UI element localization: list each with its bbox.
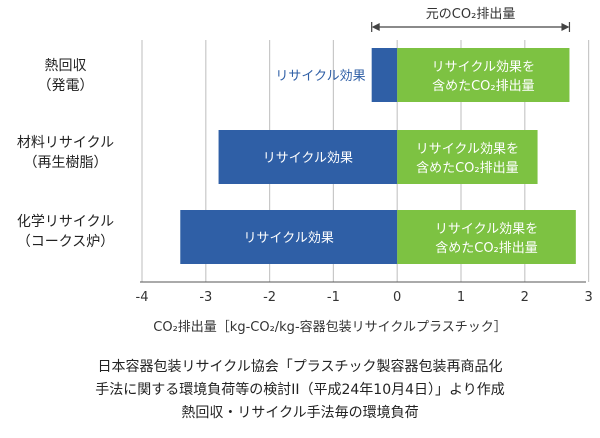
category-label-2: 材料リサイクル （再生樹脂） [8,133,123,173]
bar-label-negative-2: リサイクル効果 [263,151,353,166]
bar-label-positive-line2-2: 含めたCO₂排出量 [416,160,519,176]
x-tick-label-6: 1 [457,290,465,305]
top-annotation-label: 元のCO₂排出量 [426,7,516,22]
bar-label-positive-line1-3: リサイクル効果を [435,222,538,237]
x-tick-label-8: 3 [584,290,592,305]
category-label-1-line2: （発電） [37,78,94,94]
category-label-3: 化学リサイクル （コークス炉） [8,212,123,252]
bar-negative-1 [371,48,398,102]
x-tick-label-3: -2 [263,290,276,305]
bar-negative-2 [218,130,398,184]
x-tick-label-4: -1 [327,290,340,305]
chart: リサイクル効果リサイクル効果を含めたCO₂排出量リサイクル効果リサイクル効果を含… [136,7,593,335]
category-label-1-line1: 熱回収 [44,58,87,74]
category-label-2-line2: （再生樹脂） [23,155,108,171]
bar-positive-1 [397,48,570,102]
category-label-3-line2: （コークス炉） [16,234,115,250]
category-label-2-line1: 材料リサイクル [16,135,115,151]
bar-label-positive-line1-1: リサイクル効果を [432,60,535,75]
caption-line-2: 手法に関する環境負荷等の検討II（平成24年10月4日）」より作成 [95,382,505,398]
x-tick-label-2: -3 [199,290,212,305]
annotation-arrow-right-icon [561,23,570,31]
caption-line-1: 日本容器包装リサイクル協会「プラスチック製容器包装再商品化 [97,359,503,375]
x-tick-label-7: 2 [521,290,529,305]
x-axis-title: CO₂排出量［kg-CO₂/kg-容器包装リサイクルプラスチック］ [153,319,506,335]
bar-negative-3 [180,210,398,264]
bar-label-negative-3: リサイクル効果 [244,231,334,246]
bar-label-positive-line2-3: 含めたCO₂排出量 [435,240,538,256]
bar-positive-2 [397,130,538,184]
caption-line-3: 熱回収・リサイクル手法毎の環境負荷 [181,405,419,421]
bar-label-negative-1: リサイクル効果 [275,69,365,84]
x-tick-label-5: 0 [393,290,401,305]
annotation-arrow-left-icon [371,23,380,31]
bar-label-positive-line1-2: リサイクル効果を [416,142,519,157]
bar-positive-3 [397,210,576,264]
category-label-1: 熱回収 （発電） [8,56,123,96]
category-label-3-line1: 化学リサイクル [16,214,115,230]
bar-label-positive-line2-1: 含めたCO₂排出量 [432,78,535,94]
x-tick-label-1: -4 [136,290,149,305]
